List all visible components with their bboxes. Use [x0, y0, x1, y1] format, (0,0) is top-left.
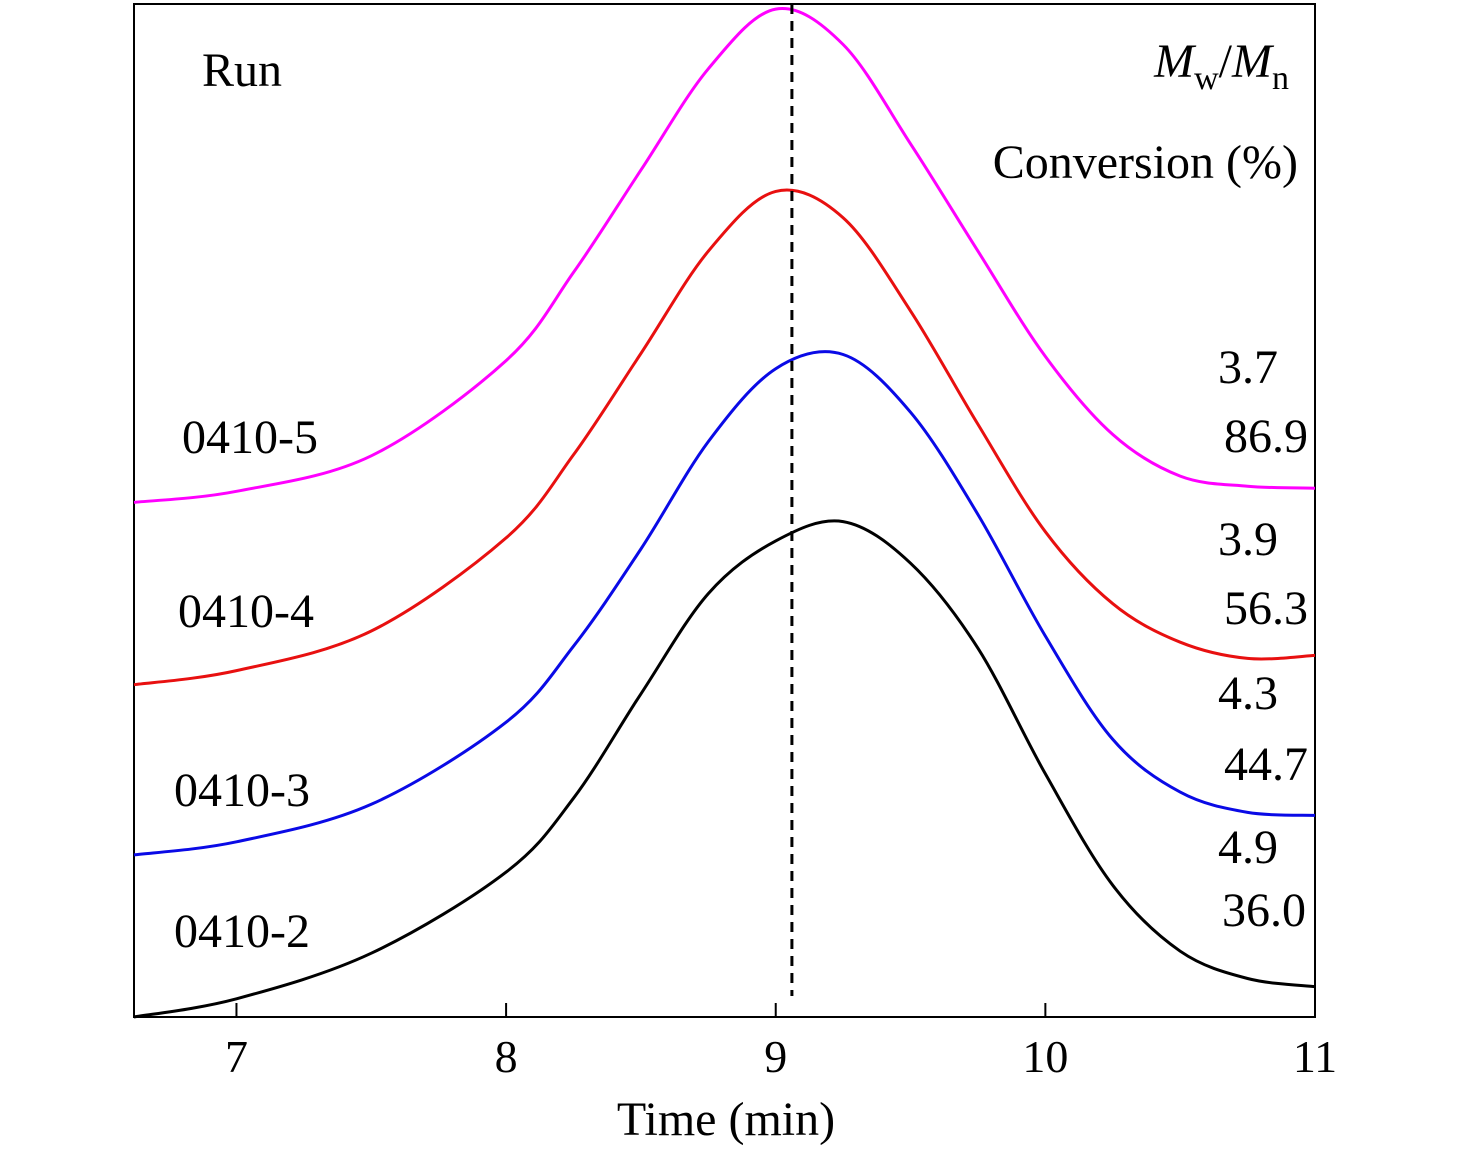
x-tick-label: 8 — [495, 1031, 518, 1082]
run-label-0410-4: 0410-4 — [178, 585, 314, 638]
x-axis-label: Time (min) — [617, 1093, 835, 1146]
conversion-value-0410-4: 56.3 — [1224, 582, 1308, 635]
plot-frame — [133, 3, 1316, 1018]
x-tick-label: 11 — [1293, 1031, 1337, 1082]
series-line-0410-4 — [133, 188, 1316, 687]
conversion-value-0410-5: 86.9 — [1224, 410, 1308, 463]
conversion-value-0410-2: 36.0 — [1222, 884, 1306, 937]
series-line-0410-5 — [133, 6, 1316, 504]
run-label-0410-5: 0410-5 — [182, 411, 318, 464]
mw-mn-value-0410-4: 3.9 — [1218, 513, 1278, 566]
conversion-value-0410-3: 44.7 — [1224, 738, 1308, 791]
series-line-0410-2 — [133, 519, 1316, 1019]
x-tick-label: 7 — [225, 1031, 248, 1082]
x-tick-label: 9 — [764, 1031, 787, 1082]
series-line-0410-3 — [133, 350, 1316, 857]
header-conversion: Conversion (%) — [993, 136, 1298, 189]
header-mw-mn: Mw/Mn — [1153, 35, 1289, 97]
mw-mn-value-0410-5: 3.7 — [1218, 341, 1278, 394]
series-curves — [133, 6, 1316, 1019]
mw-mn-value-0410-3: 4.3 — [1218, 667, 1278, 720]
x-ticks: 7 8 9 10 11 — [225, 1003, 1337, 1082]
header-run: Run — [202, 44, 282, 97]
run-label-0410-3: 0410-3 — [174, 764, 310, 817]
x-tick-label: 10 — [1022, 1031, 1068, 1082]
mw-mn-value-0410-2: 4.9 — [1218, 821, 1278, 874]
run-label-0410-2: 0410-2 — [174, 905, 310, 958]
